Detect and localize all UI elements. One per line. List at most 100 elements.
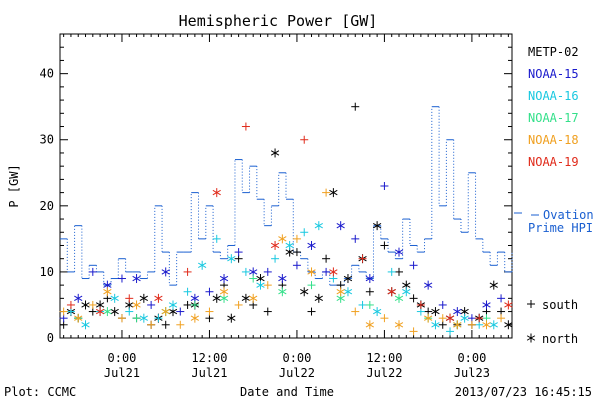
north-marker (402, 287, 411, 297)
south-marker (176, 320, 185, 329)
north-marker (300, 287, 309, 297)
south-marker (66, 300, 75, 309)
south-marker (497, 294, 506, 303)
south-marker (249, 274, 258, 283)
north-marker (161, 307, 170, 317)
satellite-points (59, 102, 513, 336)
north-marker (424, 280, 433, 290)
north-marker (278, 234, 287, 244)
south-marker (497, 314, 506, 323)
legend-south-label: south (542, 298, 578, 312)
north-marker (270, 148, 280, 158)
south-marker (409, 261, 418, 270)
x-tick-label-time: 0:00 (282, 351, 311, 365)
x-tick-label-date: Jul22 (366, 366, 402, 380)
north-marker (154, 293, 163, 303)
south-marker (147, 320, 156, 329)
south-marker (183, 267, 192, 276)
x-tick-label-date: Jul23 (454, 366, 490, 380)
y-tick-label: 20 (40, 199, 54, 213)
south-marker (292, 261, 301, 270)
legend-ovation-line2: Prime HPI (528, 221, 593, 235)
south-marker (212, 234, 221, 243)
south-marker (132, 314, 141, 323)
south-marker (351, 234, 360, 243)
x-axis: 0:00Jul2112:00Jul210:00Jul2212:00Jul220:… (63, 34, 509, 380)
south-marker (322, 267, 331, 276)
north-marker (453, 320, 462, 330)
north-marker (336, 287, 345, 297)
legend-item-noaa-19: NOAA-19 (528, 155, 579, 169)
x-tick-label-time: 0:00 (108, 351, 137, 365)
north-marker (394, 320, 404, 330)
south-marker (161, 320, 170, 329)
south-marker (365, 287, 374, 296)
south-marker (380, 241, 389, 250)
south-marker (351, 307, 360, 316)
south-marker (467, 320, 476, 329)
north-marker (249, 293, 258, 303)
south-marker (154, 314, 163, 323)
x-tick-label-date: Jul22 (279, 366, 315, 380)
south-marker (117, 274, 126, 283)
y-tick-label: 10 (40, 265, 54, 279)
north-marker (256, 280, 265, 290)
north-marker (110, 307, 119, 317)
north-marker (526, 333, 536, 343)
south-marker (263, 281, 272, 290)
north-marker (489, 280, 498, 290)
north-marker (241, 293, 251, 303)
series-metp-02 (59, 102, 513, 330)
south-marker (438, 314, 447, 323)
x-tick-label-date: Jul21 (191, 366, 227, 380)
north-marker (372, 221, 382, 231)
north-marker (387, 287, 396, 297)
north-marker (307, 267, 316, 277)
south-marker (351, 102, 360, 111)
south-marker (409, 294, 418, 303)
north-marker (343, 287, 353, 297)
south-marker (176, 307, 185, 316)
legend-item-metp-02: METP-02 (528, 45, 579, 59)
south-marker (395, 267, 403, 276)
north-marker (74, 313, 83, 323)
south-marker (292, 248, 301, 257)
footer-timestamp: 2013/07/23 16:45:15 (455, 385, 592, 399)
south-marker (59, 307, 68, 316)
x-tick-label-date: Jul21 (104, 366, 140, 380)
legend-north-label: north (542, 332, 578, 346)
north-marker (278, 287, 287, 297)
north-marker (445, 313, 455, 323)
south-marker (300, 135, 309, 144)
series-noaa-18 (59, 188, 506, 336)
south-marker (292, 234, 301, 243)
legend-item-noaa-18: NOAA-18 (528, 133, 579, 147)
south-marker (527, 300, 535, 308)
north-marker (482, 320, 491, 330)
north-marker (74, 293, 83, 303)
south-marker (125, 307, 134, 316)
south-marker (365, 300, 374, 309)
north-marker (81, 300, 90, 310)
south-marker (307, 281, 316, 290)
north-marker (365, 320, 374, 330)
south-marker (205, 287, 214, 296)
y-tick-label: 0 (47, 331, 54, 345)
footer-plot-label: Plot: CCMC (4, 385, 76, 399)
north-marker (489, 320, 498, 330)
south-marker (271, 254, 280, 263)
north-marker (190, 313, 200, 323)
north-marker (307, 240, 316, 250)
y-tick-label: 30 (40, 133, 54, 147)
south-marker (88, 300, 97, 309)
south-marker (446, 327, 455, 336)
north-marker (482, 300, 491, 310)
legend-item-noaa-17: NOAA-17 (528, 111, 579, 125)
north-marker (139, 293, 148, 303)
south-marker (183, 287, 192, 296)
y-tick-label: 40 (40, 67, 54, 81)
north-marker (219, 274, 229, 284)
north-marker (460, 313, 469, 323)
south-marker (234, 300, 243, 309)
north-marker (270, 240, 280, 250)
